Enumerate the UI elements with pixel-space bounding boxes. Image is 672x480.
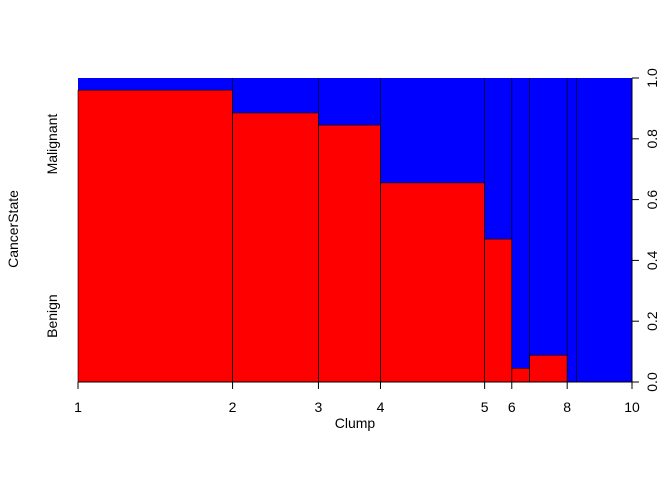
x-tick-label-4: 5: [481, 399, 489, 415]
bar-malignant-3: [380, 78, 485, 183]
x-tick-label-6: 8: [563, 399, 571, 415]
plot-frame: [232, 78, 577, 382]
bar-malignant-6: [529, 78, 568, 356]
bar-benign-2: [318, 124, 381, 383]
x-tick-label-1: 2: [229, 399, 237, 415]
x-tick-label-5: 6: [508, 399, 516, 415]
x-axis-title: Clump: [335, 415, 376, 431]
y-tick-label-5: 1.0: [644, 68, 660, 88]
y-tick-label-1: 0.2: [644, 311, 660, 331]
y-tick-label-3: 0.6: [644, 190, 660, 210]
y-axis-left-categories: Benign Malignant: [44, 114, 60, 338]
bar-benign-0: [77, 89, 233, 383]
y-tick-label-4: 0.8: [644, 129, 660, 149]
bar-malignant-4: [484, 78, 512, 240]
bars-group: [77, 78, 632, 383]
x-tick-label-3: 4: [377, 399, 385, 415]
bar-malignant-1: [232, 78, 319, 113]
bar-malignant-5: [511, 78, 530, 369]
category-label-benign: Benign: [44, 294, 60, 338]
x-tick-label-7: 10: [624, 399, 640, 415]
category-label-malignant: Malignant: [44, 114, 60, 175]
bar-benign-6: [529, 354, 568, 383]
bar-benign-4: [484, 238, 513, 383]
x-tick-label-2: 3: [315, 399, 323, 415]
bar-benign-3: [380, 182, 485, 383]
y-tick-label-2: 0.4: [644, 250, 660, 270]
x-tick-label-0: 1: [74, 399, 82, 415]
y-axis-right: 0.0 0.2 0.4 0.6 0.8 1.0: [631, 68, 660, 392]
bar-malignant-8: [576, 78, 632, 382]
x-axis: 1 2 3 4 5 6 8 10: [74, 381, 640, 415]
bar-malignant-7: [567, 78, 577, 382]
y-tick-label-0: 0.0: [644, 372, 660, 392]
bar-malignant-0: [78, 78, 233, 91]
bar-benign-5: [511, 368, 530, 383]
y-axis-title: CancerState: [5, 190, 21, 268]
bar-benign-1: [232, 112, 319, 383]
bar-malignant-2: [318, 78, 381, 126]
